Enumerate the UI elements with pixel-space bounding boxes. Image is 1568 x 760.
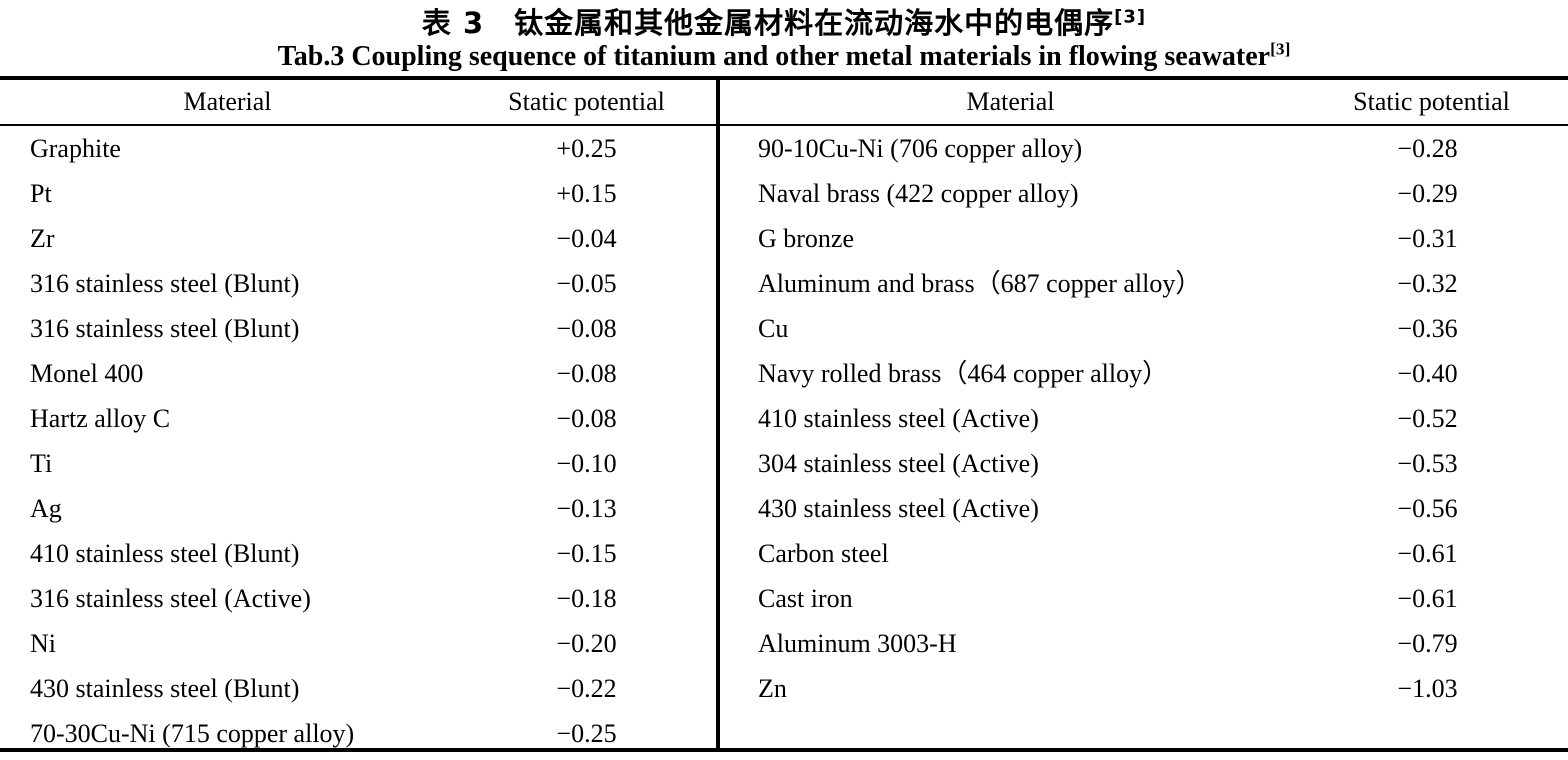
static-potential-cell: −0.40 <box>1397 359 1458 388</box>
static-potential-cell: −0.10 <box>556 449 617 478</box>
material-cell: 316 stainless steel (Blunt) <box>30 314 300 343</box>
static-potential-cell: −0.08 <box>556 359 617 388</box>
table-row: 316 stainless steel (Blunt) −0.05 <box>0 261 718 306</box>
static-potential-cell: −0.52 <box>1397 404 1458 433</box>
static-potential-cell: −0.31 <box>1397 224 1458 253</box>
static-potential-cell: −1.03 <box>1397 674 1458 703</box>
table-left-panel: Graphite +0.25 Pt +0.15 Zr −0.04 316 stainless… <box>0 126 718 750</box>
header-potential-left: Static potential <box>508 87 665 116</box>
static-potential-cell: −0.08 <box>556 314 617 343</box>
material-cell: Ti <box>30 449 53 478</box>
material-cell: Zn <box>758 674 787 703</box>
material-cell: G bronze <box>758 224 855 253</box>
material-cell: Navy rolled brass（464 copper alloy） <box>758 359 1169 388</box>
header-material-right: Material <box>966 87 1055 116</box>
table-row: Graphite +0.25 <box>0 126 718 171</box>
static-potential-cell: −0.20 <box>556 629 617 658</box>
coupling-sequence-table: Material Static potential Material Stati… <box>0 76 1568 752</box>
material-cell: Carbon steel <box>758 539 889 568</box>
material-cell: Hartz alloy C <box>30 404 171 433</box>
caption-english-text: Tab.3 Coupling sequence of titanium and … <box>277 41 1271 72</box>
table-right-panel: 90-10Cu-Ni (706 copper alloy) −0.28 Naval … <box>726 126 1568 750</box>
static-potential-cell: −0.25 <box>556 719 617 748</box>
table-row: Cu −0.36 <box>726 306 1568 351</box>
table-row: Monel 400 −0.08 <box>0 351 718 396</box>
table-row: 316 stainless steel (Blunt) −0.08 <box>0 306 718 351</box>
static-potential-cell: −0.22 <box>556 674 617 703</box>
static-potential-cell: +0.25 <box>556 134 617 163</box>
table-row: Zn −1.03 <box>726 666 1568 711</box>
caption-chinese-text: 表 3 钛金属和其他金属材料在流动海水中的电偶序 <box>421 6 1115 40</box>
static-potential-cell: −0.61 <box>1397 539 1458 568</box>
table-body: Graphite +0.25 Pt +0.15 Zr −0.04 316 stainless… <box>0 126 1568 750</box>
static-potential-cell: −0.61 <box>1397 584 1458 613</box>
static-potential-cell: +0.15 <box>556 179 617 208</box>
table-row: Aluminum 3003-H −0.79 <box>726 621 1568 666</box>
material-cell: 430 stainless steel (Active) <box>758 494 1039 523</box>
table-row: 410 stainless steel (Blunt) −0.15 <box>0 531 718 576</box>
material-cell: 70-30Cu-Ni (715 copper alloy) <box>30 719 355 748</box>
static-potential-cell: −0.56 <box>1397 494 1458 523</box>
table-row: Ag −0.13 <box>0 486 718 531</box>
static-potential-cell: −0.36 <box>1397 314 1458 343</box>
static-potential-cell: −0.05 <box>556 269 617 298</box>
material-cell: Monel 400 <box>30 359 144 388</box>
table-row: G bronze −0.31 <box>726 216 1568 261</box>
table-row: 430 stainless steel (Active) −0.56 <box>726 486 1568 531</box>
table-row: 70-30Cu-Ni (715 copper alloy) −0.25 <box>0 711 718 756</box>
material-cell: Naval brass (422 copper alloy) <box>758 179 1079 208</box>
material-cell: Aluminum and brass（687 copper alloy） <box>758 269 1202 298</box>
header-material-left: Material <box>183 87 272 116</box>
material-cell: Zr <box>30 224 55 253</box>
material-cell: 410 stainless steel (Blunt) <box>30 539 300 568</box>
material-cell: 430 stainless steel (Blunt) <box>30 674 300 703</box>
table-row: 90-10Cu-Ni (706 copper alloy) −0.28 <box>726 126 1568 171</box>
static-potential-cell: −0.08 <box>556 404 617 433</box>
material-cell: Pt <box>30 179 52 208</box>
caption-english-citation: [3] <box>1270 39 1291 59</box>
table-row: Ti −0.10 <box>0 441 718 486</box>
static-potential-cell: −0.04 <box>556 224 617 253</box>
table-row: Cast iron −0.61 <box>726 576 1568 621</box>
static-potential-cell: −0.29 <box>1397 179 1458 208</box>
table-row: 410 stainless steel (Active) −0.52 <box>726 396 1568 441</box>
static-potential-cell: −0.79 <box>1397 629 1458 658</box>
table-caption-english: Tab.3 Coupling sequence of titanium and … <box>0 40 1568 74</box>
header-potential-right: Static potential <box>1353 87 1510 116</box>
material-cell: Ag <box>30 494 62 523</box>
table-row: 316 stainless steel (Active) −0.18 <box>0 576 718 621</box>
table-header-row: Material Static potential Material Stati… <box>0 80 1568 126</box>
material-cell: 90-10Cu-Ni (706 copper alloy) <box>758 134 1083 163</box>
static-potential-cell: −0.32 <box>1397 269 1458 298</box>
table-row: Pt +0.15 <box>0 171 718 216</box>
static-potential-cell: −0.53 <box>1397 449 1458 478</box>
material-cell: Cu <box>758 314 789 343</box>
double-rule-divider <box>716 80 720 748</box>
table-row: Hartz alloy C −0.08 <box>0 396 718 441</box>
material-cell: 410 stainless steel (Active) <box>758 404 1039 433</box>
table-row: Aluminum and brass（687 copper alloy） −0.3… <box>726 261 1568 306</box>
table-row: Zr −0.04 <box>0 216 718 261</box>
material-cell: Graphite <box>30 134 121 163</box>
material-cell: Cast iron <box>758 584 853 613</box>
table-row: 304 stainless steel (Active) −0.53 <box>726 441 1568 486</box>
material-cell: 304 stainless steel (Active) <box>758 449 1039 478</box>
static-potential-cell: −0.15 <box>556 539 617 568</box>
table-caption-chinese: 表 3 钛金属和其他金属材料在流动海水中的电偶序[3] <box>0 6 1568 40</box>
material-cell: 316 stainless steel (Blunt) <box>30 269 300 298</box>
table-row: Ni −0.20 <box>0 621 718 666</box>
table-row: Carbon steel −0.61 <box>726 531 1568 576</box>
material-cell: Ni <box>30 629 56 658</box>
table-row: Navy rolled brass（464 copper alloy） −0.40 <box>726 351 1568 396</box>
static-potential-cell: −0.13 <box>556 494 617 523</box>
static-potential-cell: −0.18 <box>556 584 617 613</box>
material-cell: 316 stainless steel (Active) <box>30 584 311 613</box>
caption-chinese-citation: [3] <box>1114 6 1147 28</box>
material-cell: Aluminum 3003-H <box>758 629 957 658</box>
static-potential-cell: −0.28 <box>1397 134 1458 163</box>
table-row: 430 stainless steel (Blunt) −0.22 <box>0 666 718 711</box>
table-row: Naval brass (422 copper alloy) −0.29 <box>726 171 1568 216</box>
